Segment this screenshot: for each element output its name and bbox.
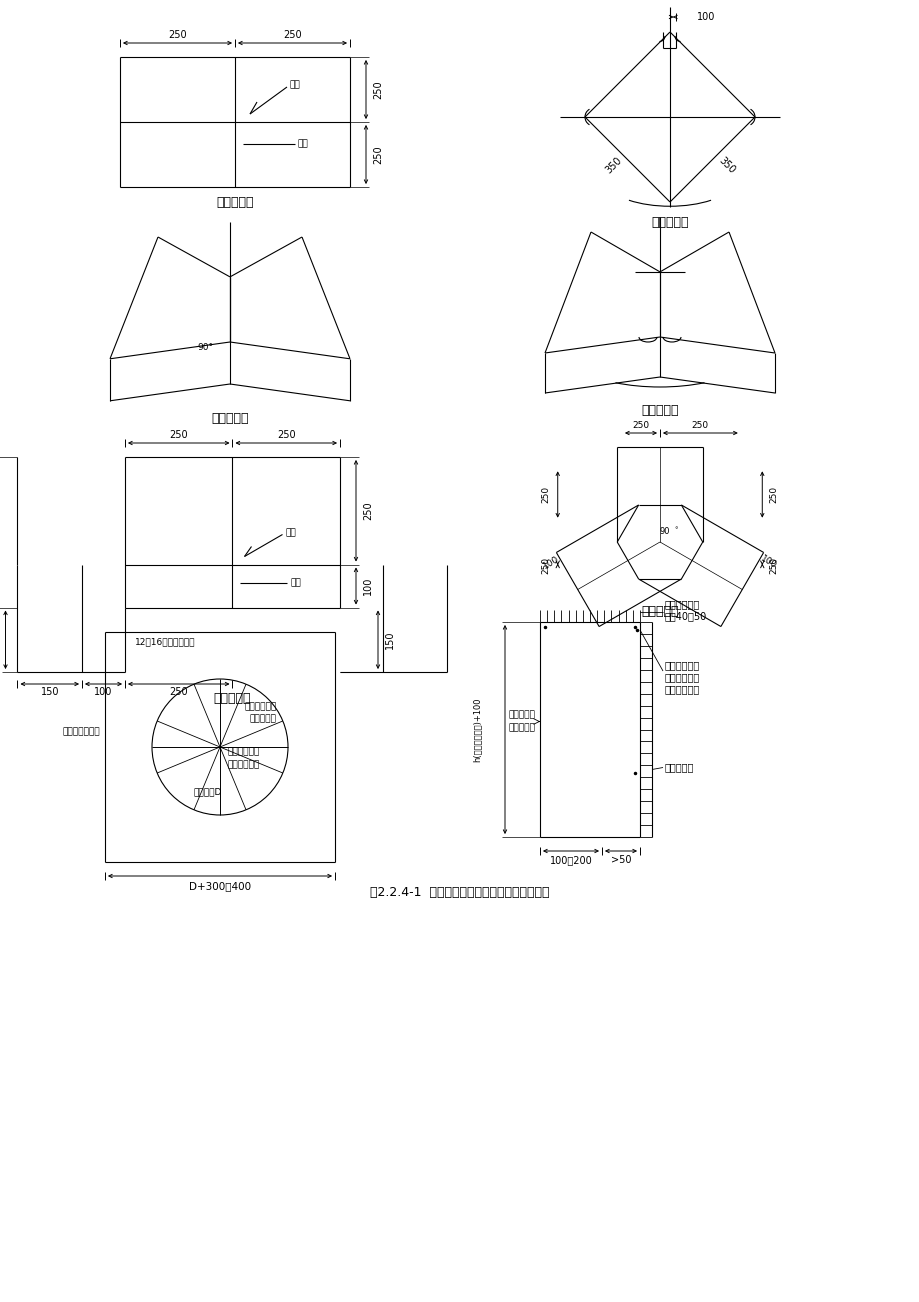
Text: 粘贴于管壁: 粘贴于管壁: [664, 763, 694, 772]
Text: 90: 90: [659, 527, 670, 536]
Text: 阳角折裁图: 阳角折裁图: [216, 197, 254, 210]
Text: >50: >50: [610, 855, 630, 865]
Text: 250: 250: [363, 501, 372, 519]
Text: 90°: 90°: [197, 342, 213, 352]
Text: 阴角组体图: 阴角组体图: [641, 605, 678, 618]
Text: 裁线: 裁线: [290, 578, 301, 587]
Text: 250: 250: [372, 146, 382, 164]
Text: 350: 350: [716, 155, 736, 176]
Text: 裁线: 裁线: [298, 139, 309, 148]
Text: 350: 350: [603, 155, 623, 176]
Text: 剪切等分虚线: 剪切等分虚线: [664, 599, 699, 609]
Text: 250: 250: [691, 421, 709, 430]
Text: 100: 100: [541, 555, 561, 570]
Text: 后呈放射状粘: 后呈放射状粘: [664, 672, 699, 682]
Text: 折线与管根: 折线与管根: [507, 710, 535, 719]
Text: 250: 250: [169, 430, 187, 440]
Text: 根阴角线重合: 根阴角线重合: [228, 760, 260, 769]
Text: 250: 250: [277, 430, 295, 440]
Text: D+300～400: D+300～400: [188, 881, 251, 891]
Text: 阳角折式图: 阳角折式图: [211, 413, 248, 426]
Text: 阳角组体图: 阳角组体图: [641, 405, 678, 418]
Text: 管口范围D: 管口范围D: [194, 788, 222, 797]
Text: 于管端外壁: 于管端外壁: [250, 715, 277, 724]
Text: 折线: 折线: [285, 529, 296, 536]
Text: 等分叶片弯折: 等分叶片弯折: [664, 660, 699, 671]
Text: °: °: [674, 527, 676, 533]
Text: 100: 100: [758, 555, 777, 570]
Text: 粘贴于侧墙基面: 粘贴于侧墙基面: [62, 728, 100, 737]
Text: h(管道外径尺寸)+100: h(管道外径尺寸)+100: [472, 698, 481, 762]
Text: 尖形叶片粘贴: 尖形叶片粘贴: [244, 703, 277, 711]
Text: 250: 250: [283, 30, 301, 40]
Text: 100～200: 100～200: [549, 855, 592, 865]
Text: 250: 250: [169, 687, 187, 697]
Text: 250: 250: [769, 557, 777, 574]
Text: 间距40～50: 间距40～50: [664, 611, 707, 621]
Text: 贴于侧墙基面: 贴于侧墙基面: [664, 684, 699, 694]
Text: 250: 250: [631, 421, 649, 430]
Text: 250: 250: [540, 557, 550, 574]
Text: 阳角附加图: 阳角附加图: [651, 216, 688, 228]
Text: 250: 250: [769, 486, 777, 503]
Text: 250: 250: [540, 486, 550, 503]
Text: 100: 100: [363, 577, 372, 595]
Text: 阴角折裁图: 阴角折裁图: [213, 691, 251, 704]
Text: 250: 250: [168, 30, 187, 40]
Text: 圆形折线与管: 圆形折线与管: [228, 747, 260, 756]
Text: 150: 150: [40, 687, 59, 697]
Text: 阴角线重合: 阴角线重合: [507, 723, 535, 732]
Text: 250: 250: [372, 81, 382, 99]
Text: 100: 100: [696, 12, 714, 22]
Text: 12或16等分裁剪虚线: 12或16等分裁剪虚线: [134, 638, 195, 647]
Text: 100: 100: [95, 687, 112, 697]
Text: 图2.2.4-1  阴阳角及管道根部卷材附加层裁剪图: 图2.2.4-1 阴阳角及管道根部卷材附加层裁剪图: [369, 885, 550, 898]
Text: 折线: 折线: [289, 81, 301, 90]
Text: 150: 150: [384, 630, 394, 648]
